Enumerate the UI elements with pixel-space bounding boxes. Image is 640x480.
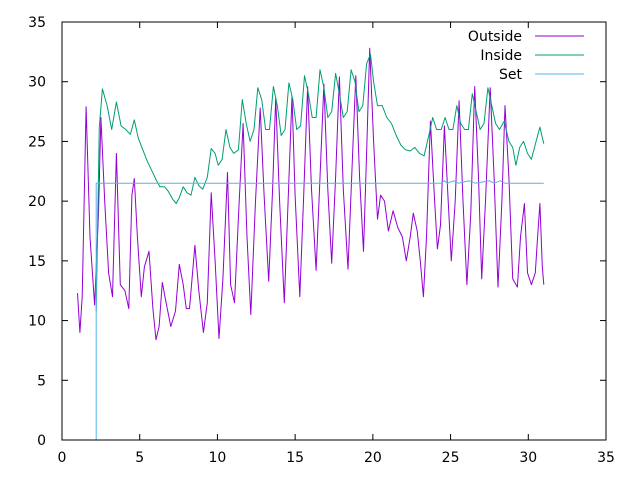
x-tick-label: 10 (209, 450, 227, 466)
y-tick-label: 35 (28, 15, 46, 31)
y-tick-label: 30 (28, 75, 46, 91)
plot-frame (61, 21, 607, 441)
x-tick-label: 5 (135, 450, 144, 466)
x-tick-label: 25 (442, 450, 460, 466)
x-tick-label: 30 (519, 450, 537, 466)
series-line-set (95, 180, 544, 440)
y-tick-label: 0 (37, 433, 46, 449)
x-tick-label: 35 (597, 450, 615, 466)
plot-lines (77, 47, 545, 440)
y-tick-label: 5 (37, 373, 46, 389)
legend-label-inside: Inside (480, 48, 522, 64)
legend: Outside Inside Set (468, 29, 584, 83)
series-line-outside (77, 47, 545, 341)
y-tick-label: 15 (28, 254, 46, 270)
y-tick-label: 10 (28, 314, 46, 330)
x-tick-label: 20 (364, 450, 382, 466)
legend-label-set: Set (499, 67, 523, 83)
x-tick-label: 15 (286, 450, 304, 466)
series-line-inside (95, 53, 545, 312)
legend-label-outside: Outside (468, 29, 522, 45)
y-tick-label: 25 (28, 134, 46, 150)
axis-ticks: 0 5 10 15 20 25 30 35 0 5 10 15 20 25 30 35 (28, 15, 615, 466)
x-tick-label: 0 (58, 450, 67, 466)
y-tick-label: 20 (28, 194, 46, 210)
